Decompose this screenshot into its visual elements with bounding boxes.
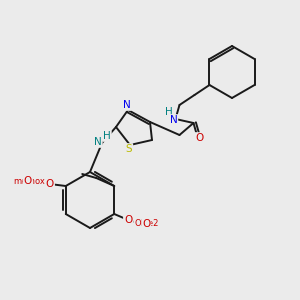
Text: O: O (24, 176, 32, 186)
Text: O: O (124, 215, 132, 225)
Text: H: H (165, 107, 172, 117)
Text: O: O (46, 179, 54, 189)
Text: O: O (124, 215, 132, 225)
Text: N: N (94, 137, 102, 147)
Text: O: O (195, 133, 204, 143)
Text: H: H (103, 131, 111, 141)
Text: O: O (24, 176, 32, 186)
Text: OMe2: OMe2 (134, 220, 158, 229)
Text: S: S (126, 144, 132, 154)
Text: O: O (46, 179, 54, 189)
Text: O: O (142, 219, 150, 229)
Text: methoxy: methoxy (13, 178, 50, 187)
Text: N: N (123, 100, 131, 110)
Text: N: N (169, 115, 177, 125)
